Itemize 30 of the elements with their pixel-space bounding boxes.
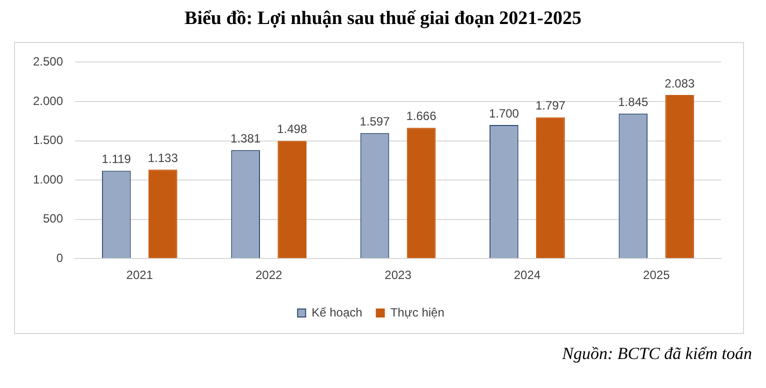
bar [536, 117, 565, 258]
data-label: 1.845 [618, 94, 648, 109]
data-label: 1.666 [406, 109, 437, 124]
text: Nguồn: BCTC đã kiểm toán [561, 344, 753, 364]
bar [148, 170, 178, 258]
bar [278, 140, 306, 258]
bar [665, 94, 694, 258]
legend-label: Thực hiện [390, 305, 444, 320]
x-tick-label: 2023 [384, 268, 412, 282]
bar [406, 128, 436, 258]
y-tick-label: 0 [56, 250, 64, 265]
data-label: 1.119 [102, 152, 132, 166]
legend-label: Kế hoạch [312, 305, 362, 320]
x-tick-label: 2021 [126, 268, 154, 282]
x-tick-label: 2022 [255, 268, 282, 282]
data-label: 1.797 [535, 98, 566, 113]
x-tick-label: 2025 [643, 268, 670, 282]
y-tick-label: 1.000 [33, 172, 64, 186]
y-tick-label: 2.000 [33, 94, 64, 108]
y-tick-label: 2.500 [33, 54, 64, 69]
data-label: 1.700 [488, 106, 520, 120]
data-label: 1.498 [277, 122, 308, 136]
x-tick-label: 2024 [514, 268, 541, 282]
data-label: 1.597 [360, 114, 390, 128]
data-label: 1.133 [148, 150, 178, 165]
data-label: 1.381 [230, 131, 261, 146]
y-tick-label: 1.500 [33, 133, 64, 148]
chart-title: Biểu đồ: Lợi nhuận sau thuế giai đoạn 2021-2025 [184, 8, 582, 30]
y-tick-label: 500 [43, 212, 64, 226]
data-label: 2.083 [664, 76, 695, 90]
